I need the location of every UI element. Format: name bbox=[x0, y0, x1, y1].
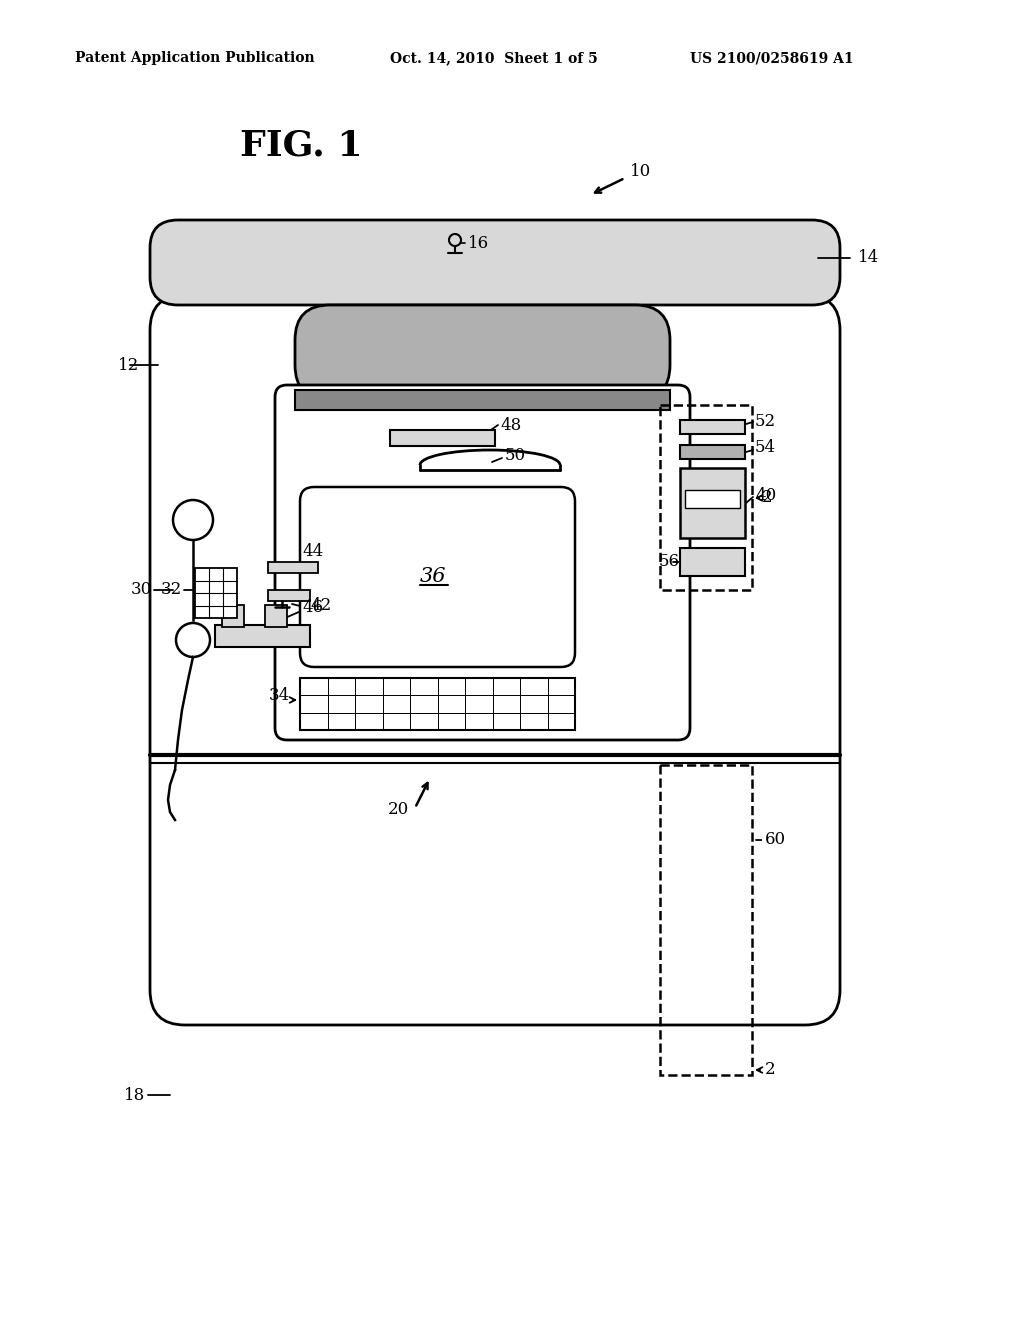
Bar bbox=[265, 605, 287, 627]
Text: 14: 14 bbox=[858, 249, 880, 267]
Bar bbox=[300, 678, 575, 730]
Bar bbox=[195, 568, 237, 618]
Text: 52: 52 bbox=[755, 413, 776, 430]
Bar bbox=[685, 490, 740, 508]
Text: 60: 60 bbox=[765, 832, 786, 849]
Text: US 2100/0258619 A1: US 2100/0258619 A1 bbox=[690, 51, 854, 65]
Bar bbox=[215, 624, 310, 647]
Text: 40: 40 bbox=[755, 487, 776, 503]
Text: 2: 2 bbox=[762, 490, 773, 507]
Text: 44: 44 bbox=[302, 543, 324, 560]
Text: 48: 48 bbox=[500, 417, 521, 433]
Text: 32: 32 bbox=[161, 582, 182, 598]
Text: 50: 50 bbox=[505, 446, 526, 463]
Bar bbox=[680, 548, 745, 576]
Text: 20: 20 bbox=[388, 801, 410, 818]
Text: FIG. 1: FIG. 1 bbox=[240, 128, 362, 162]
FancyBboxPatch shape bbox=[295, 305, 670, 400]
Bar bbox=[660, 405, 752, 590]
Text: 42: 42 bbox=[310, 597, 331, 614]
Text: 36: 36 bbox=[420, 568, 446, 586]
Text: 10: 10 bbox=[630, 164, 651, 181]
Bar bbox=[222, 605, 244, 627]
FancyBboxPatch shape bbox=[150, 294, 840, 1026]
Bar bbox=[295, 389, 670, 411]
FancyBboxPatch shape bbox=[275, 385, 690, 741]
Bar bbox=[680, 420, 745, 434]
Text: 56: 56 bbox=[659, 553, 680, 570]
Text: 18: 18 bbox=[124, 1086, 145, 1104]
Text: 46: 46 bbox=[302, 599, 324, 616]
Bar bbox=[390, 430, 495, 446]
Text: 34: 34 bbox=[268, 686, 290, 704]
Text: 54: 54 bbox=[755, 438, 776, 455]
Text: 12: 12 bbox=[118, 356, 139, 374]
Bar bbox=[660, 766, 752, 1074]
Text: 16: 16 bbox=[468, 235, 489, 252]
Bar bbox=[268, 562, 318, 573]
FancyBboxPatch shape bbox=[150, 220, 840, 305]
FancyBboxPatch shape bbox=[300, 487, 575, 667]
Bar bbox=[268, 590, 310, 601]
Bar bbox=[680, 469, 745, 539]
Text: Patent Application Publication: Patent Application Publication bbox=[75, 51, 314, 65]
Bar bbox=[680, 445, 745, 459]
Text: Oct. 14, 2010  Sheet 1 of 5: Oct. 14, 2010 Sheet 1 of 5 bbox=[390, 51, 598, 65]
Text: 30: 30 bbox=[131, 582, 152, 598]
Text: 2: 2 bbox=[765, 1061, 775, 1078]
